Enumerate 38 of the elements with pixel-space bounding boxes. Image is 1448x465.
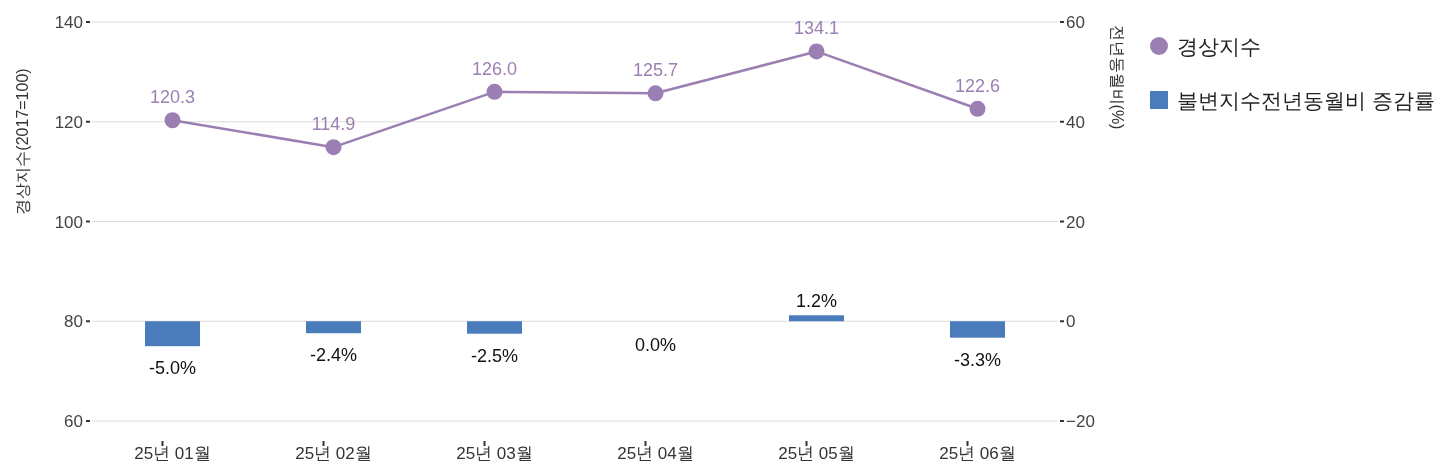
- y-tick-label: 80: [64, 312, 83, 332]
- data-label: 134.1: [793, 18, 840, 39]
- y-axis-title: 경상지수(2017=100): [14, 68, 31, 215]
- point: [164, 112, 181, 129]
- data-label: -2.5%: [470, 345, 519, 366]
- point: [808, 43, 825, 60]
- data-label: 0.0%: [634, 335, 677, 356]
- legend-label: 경상지수: [1177, 35, 1261, 58]
- point: [647, 85, 664, 102]
- y-tick-label: 100: [54, 212, 83, 232]
- x-tick-label: 25년 03월: [456, 444, 533, 463]
- y-tick-label: 60: [64, 412, 83, 431]
- point: [969, 100, 986, 117]
- data-label: 125.7: [632, 60, 679, 81]
- y2-tick-label: 20: [1066, 212, 1085, 232]
- x-tick-label: 25년 02월: [295, 444, 372, 463]
- point: [325, 139, 342, 156]
- y2-axis-title: 전년동월비(%): [1109, 24, 1126, 130]
- y-tick-label: 120: [54, 112, 83, 132]
- x-tick-label: 25년 05월: [778, 444, 855, 463]
- y2-tick-label: 0: [1066, 312, 1076, 332]
- legend-label: 불변지수전년동월비 증감률: [1177, 89, 1435, 112]
- y-tick-label: 140: [54, 13, 83, 32]
- data-label: 114.9: [311, 114, 356, 135]
- y2-tick-label: 40: [1066, 112, 1085, 132]
- data-label: 1.2%: [795, 291, 838, 312]
- x-tick-label: 25년 01월: [134, 444, 211, 463]
- x-tick-label: 25년 06월: [939, 444, 1016, 463]
- data-label: 120.3: [149, 87, 196, 108]
- point: [486, 83, 503, 100]
- data-label: -3.3%: [953, 349, 1002, 370]
- data-label: -5.0%: [148, 358, 197, 379]
- data-label: -2.4%: [309, 345, 358, 366]
- data-label: 126.0: [471, 58, 518, 79]
- y2-tick-label: −20: [1066, 412, 1095, 431]
- data-label: 122.6: [954, 75, 1001, 96]
- x-tick-label: 25년 04월: [617, 444, 694, 463]
- y2-tick-label: 60: [1066, 13, 1085, 32]
